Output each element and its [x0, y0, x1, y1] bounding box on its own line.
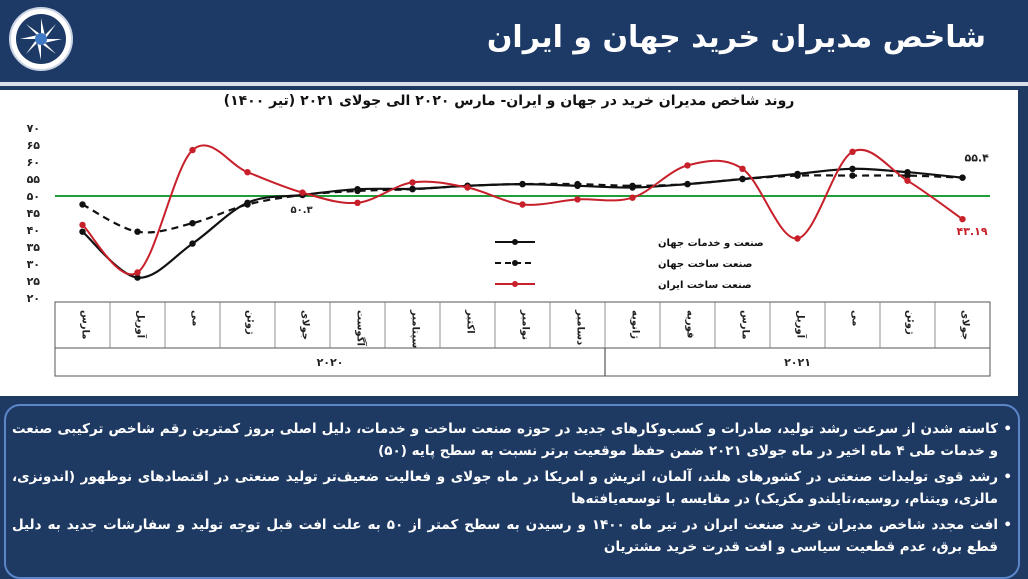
series-3-point: [739, 165, 746, 172]
series-3-point: [574, 196, 581, 203]
series-1-point: [849, 165, 856, 172]
y-tick-label: ۲۰: [27, 292, 40, 305]
y-tick-label: ۶۵: [27, 139, 41, 152]
x-tick-label: جولای: [960, 310, 971, 340]
series-2-point: [849, 172, 856, 179]
series-3-point: [794, 235, 801, 242]
x-tick-label: دسامبر: [575, 309, 586, 345]
x-tick-label: نوامبر: [520, 309, 531, 340]
x-tick-label: سپتامبر: [410, 309, 421, 348]
series-1-point: [134, 274, 141, 281]
year-label: ۲۰۲۰: [317, 356, 344, 369]
series-2-point: [519, 180, 526, 188]
series-line-3: [81, 144, 964, 276]
series-3-point: [959, 215, 966, 223]
y-tick-label: ۷۰: [27, 122, 40, 135]
series-2-point: [904, 172, 911, 179]
series-3-point: [849, 148, 856, 155]
bullet-item-2: رشد قوی تولیدات صنعتی در کشورهای هلند، آ…: [12, 466, 1012, 510]
x-tick-label: اکتبر: [465, 309, 476, 334]
category-table-frame: [54, 301, 991, 377]
y-tick-label: ۳۵: [27, 241, 41, 254]
series-2-point: [409, 186, 416, 193]
series-2-point: [79, 201, 86, 208]
x-tick-label: مارس: [80, 310, 91, 340]
series-2-point: [354, 187, 361, 195]
series-3-point: [189, 146, 196, 154]
series-2-point: [189, 220, 196, 227]
series-3-point: [904, 177, 911, 184]
header-bar: شاخص مدیران خرید جهان و ایران: [0, 0, 1028, 86]
legend-marker-1: [512, 239, 518, 245]
series-2-point: [574, 180, 581, 188]
series-3-point: [134, 269, 141, 276]
series-2-point: [134, 228, 141, 235]
institute-logo-icon: [9, 7, 73, 71]
y-tick-label: ۲۵: [27, 275, 41, 288]
x-tick-label: ژانویه: [630, 310, 641, 339]
series-3-point: [684, 162, 691, 169]
series-2-point: [739, 175, 746, 183]
x-tick-label: ژوئن: [905, 310, 916, 335]
series-3-point: [464, 184, 471, 191]
series-2-point: [684, 180, 691, 188]
bullet-list: کاسته شدن از سرعت رشد تولید، صادرات و کس…: [12, 418, 1012, 562]
x-tick-label: فوریه: [685, 310, 696, 338]
series-3-point: [79, 221, 86, 229]
series-1-point: [189, 240, 196, 247]
y-tick-label: ۵۰: [27, 190, 40, 203]
x-tick-label: می: [190, 310, 201, 326]
series-1-point: [79, 228, 86, 235]
y-tick-label: ۴۰: [27, 224, 40, 237]
bullets-frame: [4, 404, 1020, 579]
page-title: شاخص مدیران خرید جهان و ایران: [486, 20, 986, 55]
year-label: ۲۰۲۱: [784, 356, 811, 369]
legend-label-3: صنعت ساخت ایران: [658, 280, 752, 291]
legend-label-2: صنعت ساخت جهان: [658, 259, 752, 270]
iran-end-label: ۴۳.۱۹: [957, 225, 988, 238]
series-3-point: [244, 169, 251, 176]
legend-label-1: صنعت و خدمات جهان: [658, 238, 764, 249]
series-2-point: [794, 172, 801, 179]
x-tick-label: آوریل: [135, 310, 148, 339]
legend-marker-2: [512, 260, 518, 266]
series-2-point: [959, 174, 966, 181]
bullet-item-1: کاسته شدن از سرعت رشد تولید، صادرات و کس…: [12, 418, 1012, 462]
series-3-point: [299, 189, 306, 196]
bullet-item-3: افت مجدد شاخص مدیران خرید صنعت ایران در …: [12, 514, 1012, 558]
series-3-point: [629, 194, 636, 201]
series-3-point: [354, 199, 361, 206]
pmi-line-chart: ۲۰ ۲۵ ۳۰ ۳۵ ۴۰ ۴۵ ۵۰ ۵۵ ۶۰ ۶۵ ۷۰ ۵۵.۴ ۴۳.۱۹ ۵۰.۳ صنعت …: [27, 122, 991, 377]
x-tick-label: مارس: [740, 310, 751, 340]
x-tick-label: جولای: [300, 310, 311, 340]
y-tick-label: ۳۰: [27, 258, 40, 271]
y-tick-label: ۴۵: [27, 207, 41, 220]
x-tick-label: آوریل: [795, 310, 808, 339]
y-tick-label: ۵۵: [27, 173, 41, 186]
chart-title: روند شاخص مدیران خرید در جهان و ایران- م…: [223, 93, 795, 109]
series-3-point: [519, 201, 526, 208]
chart-panel: روند شاخص مدیران خرید در جهان و ایران- م…: [0, 90, 1018, 396]
legend-marker-3: [512, 281, 518, 287]
series-3-point: [409, 179, 416, 186]
series-2-point: [629, 182, 636, 189]
x-tick-label: ژوئن: [245, 310, 256, 335]
x-tick-label: می: [850, 310, 861, 326]
world-end-label: ۵۵.۴: [965, 152, 990, 165]
july-2020-label: ۵۰.۳: [291, 205, 313, 216]
series-2-point: [244, 201, 251, 208]
series-line-2: [81, 174, 963, 234]
y-tick-label: ۶۰: [27, 156, 40, 169]
x-tick-label: آگوست: [355, 310, 368, 347]
